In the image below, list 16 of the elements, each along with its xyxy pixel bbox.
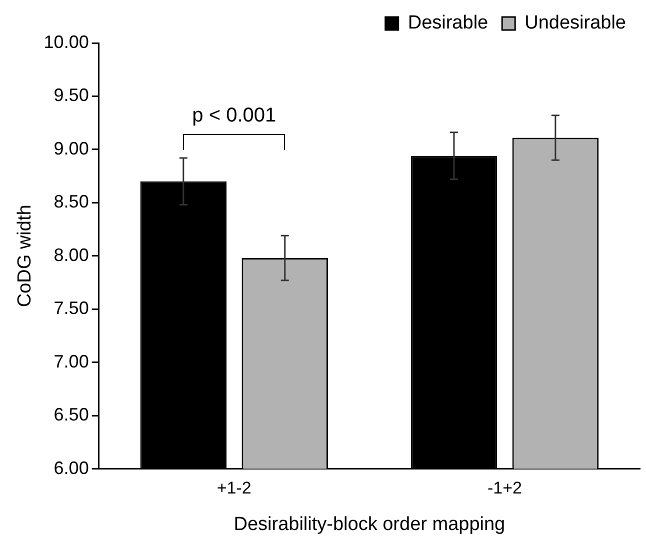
y-axis-title: CoDG width xyxy=(14,204,36,308)
y-tick-label: 9.00 xyxy=(54,138,89,158)
x-tick-label: +1-2 xyxy=(216,478,252,498)
annotation: p < 0.001 xyxy=(192,104,276,126)
y-tick-label: 7.50 xyxy=(54,298,89,318)
y-tick-label: 8.50 xyxy=(54,192,89,212)
legend-label: Undesirable xyxy=(524,12,626,34)
legend-label: Desirable xyxy=(408,12,488,34)
y-tick-label: 6.50 xyxy=(54,404,89,425)
y-tick-label: 10.00 xyxy=(44,32,89,52)
y-tick-label: 6.00 xyxy=(54,458,89,478)
y-tick-label: 7.00 xyxy=(54,351,89,372)
y-tick-label: 8.00 xyxy=(54,244,89,265)
y-tick-label: 9.50 xyxy=(54,85,89,106)
x-axis-title: Desirability-block order mapping xyxy=(234,514,506,535)
x-tick-label: -1+2 xyxy=(487,478,522,498)
